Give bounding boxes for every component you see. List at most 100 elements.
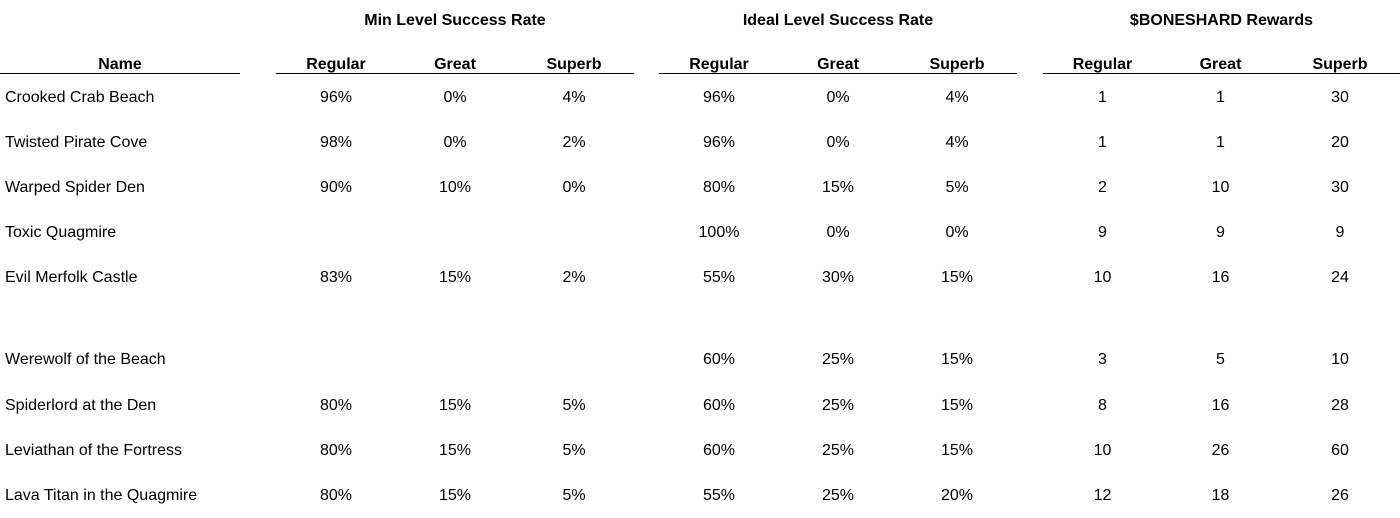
cell-rewards-great: 9	[1216, 224, 1225, 241]
cell-ideal-great: 25%	[821, 351, 855, 368]
cell-ideal-regular: 96%	[702, 134, 736, 151]
cell-min-regular: 83%	[319, 269, 353, 286]
cell-min-great: 15%	[438, 269, 472, 286]
cell-min-superb: 2%	[562, 269, 586, 286]
cell-rewards-great: 5	[1216, 351, 1225, 368]
header-min-superb: Superb	[546, 56, 602, 73]
cell-ideal-great: 25%	[821, 397, 855, 414]
cell-rewards-superb: 10	[1331, 351, 1349, 368]
header-rewards-regular: Regular	[1072, 56, 1133, 73]
cell-ideal-regular: 55%	[702, 487, 736, 504]
table-row: Toxic Quagmire 100% 0% 0% 9 9 9	[0, 222, 1400, 244]
cell-ideal-superb: 15%	[940, 351, 974, 368]
cell-name: Spiderlord at the Den	[5, 397, 157, 414]
cell-min-great: 15%	[438, 397, 472, 414]
cell-min-regular: 80%	[319, 397, 353, 414]
cell-ideal-regular: 60%	[702, 351, 736, 368]
cell-min-regular: 90%	[319, 179, 353, 196]
cell-name: Toxic Quagmire	[5, 224, 117, 241]
cell-min-great	[395, 349, 515, 371]
cell-rewards-regular: 12	[1093, 487, 1112, 504]
cell-ideal-superb: 20%	[940, 487, 974, 504]
cell-ideal-superb: 15%	[940, 442, 974, 459]
cell-ideal-superb: 4%	[945, 89, 969, 106]
cell-name: Lava Titan in the Quagmire	[5, 487, 198, 504]
cell-ideal-superb: 15%	[940, 397, 974, 414]
table-row: Evil Merfolk Castle 83% 15% 2% 55% 30% 15% 10 16…	[0, 267, 1400, 289]
group-title-rewards: $BONESHARD Rewards	[1129, 12, 1314, 29]
cell-ideal-regular: 80%	[702, 179, 736, 196]
cell-ideal-regular: 60%	[702, 397, 736, 414]
cell-min-superb: 5%	[562, 397, 586, 414]
header-ideal-regular: Regular	[689, 56, 749, 73]
cell-rewards-great: 16	[1211, 397, 1230, 414]
cell-name: Werewolf of the Beach	[5, 351, 166, 368]
table-row: Crooked Crab Beach 96% 0% 4% 96% 0% 4% 1 1 30	[0, 87, 1400, 109]
cell-ideal-regular: 60%	[702, 442, 736, 459]
cell-rewards-superb: 9	[1335, 224, 1345, 241]
cell-ideal-regular: 96%	[702, 89, 736, 106]
cell-ideal-great: 25%	[821, 487, 855, 504]
cell-name: Crooked Crab Beach	[5, 89, 155, 106]
table-row: Werewolf of the Beach 60% 25% 15% 3 5 10	[0, 349, 1400, 371]
cell-ideal-great: 0%	[826, 89, 850, 106]
cell-rewards-great: 10	[1211, 179, 1230, 196]
header-rule-min-level	[276, 73, 634, 74]
cell-min-great: 0%	[443, 89, 467, 106]
header-ideal-superb: Superb	[929, 56, 985, 73]
cell-min-regular: 80%	[319, 487, 353, 504]
cell-ideal-superb: 4%	[945, 134, 969, 151]
cell-rewards-regular: 9	[1098, 224, 1107, 241]
cell-ideal-superb: 15%	[940, 269, 974, 286]
cell-rewards-regular: 10	[1093, 442, 1112, 459]
cell-min-superb	[514, 222, 634, 244]
cell-min-superb: 2%	[562, 134, 586, 151]
cell-rewards-superb: 30	[1331, 89, 1349, 106]
cell-rewards-great: 26	[1211, 442, 1230, 459]
cell-rewards-great: 1	[1216, 134, 1225, 151]
cell-min-regular: 96%	[319, 89, 353, 106]
cell-ideal-superb: 5%	[945, 179, 969, 196]
table-row: Warped Spider Den 90% 10% 0% 80% 15% 5% 2 10 30	[0, 177, 1400, 199]
cell-min-superb: 5%	[562, 487, 586, 504]
cell-min-superb: 5%	[562, 442, 586, 459]
cell-ideal-great: 0%	[826, 224, 850, 241]
cell-min-superb: 4%	[562, 89, 586, 106]
table-row: Twisted Pirate Cove 98% 0% 2% 96% 0% 4% 1 1 20	[0, 132, 1400, 154]
table-row: Spiderlord at the Den 80% 15% 5% 60% 25% 15% 8 1…	[0, 395, 1400, 417]
cell-name: Warped Spider Den	[5, 179, 145, 196]
cell-min-regular: 98%	[319, 134, 353, 151]
cell-rewards-regular: 2	[1098, 179, 1107, 196]
cell-min-superb	[514, 349, 634, 371]
cell-min-regular	[276, 222, 396, 244]
table-row: Lava Titan in the Quagmire 80% 15% 5% 55% 25%…	[0, 485, 1400, 507]
cell-rewards-great: 18	[1211, 487, 1230, 504]
header-rule-ideal-level	[659, 73, 1017, 74]
cell-rewards-superb: 24	[1331, 269, 1349, 286]
cell-min-superb: 0%	[562, 179, 586, 196]
cell-ideal-great: 0%	[826, 134, 850, 151]
header-name: Name	[98, 56, 142, 73]
header-rewards-great: Great	[1199, 56, 1242, 73]
table-row: Leviathan of the Fortress 80% 15% 5% 60% 25% 1…	[0, 440, 1400, 462]
cell-ideal-regular: 100%	[698, 224, 740, 241]
cell-min-regular	[276, 349, 396, 371]
header-rewards-superb: Superb	[1312, 56, 1368, 73]
cell-rewards-great: 16	[1211, 269, 1230, 286]
header-min-regular: Regular	[306, 56, 366, 73]
cell-ideal-superb: 0%	[945, 224, 969, 241]
cell-min-regular: 80%	[319, 442, 353, 459]
cell-min-great	[395, 222, 515, 244]
header-rule-rewards	[1043, 73, 1400, 74]
header-ideal-great: Great	[817, 56, 859, 73]
cell-name: Leviathan of the Fortress	[5, 442, 182, 459]
cell-ideal-regular: 55%	[702, 269, 736, 286]
cell-rewards-great: 1	[1216, 89, 1225, 106]
cell-min-great: 15%	[438, 487, 472, 504]
group-title-ideal-level: Ideal Level Success Rate	[742, 12, 934, 29]
cell-rewards-superb: 20	[1331, 134, 1349, 151]
cell-rewards-regular: 1	[1098, 134, 1107, 151]
cell-ideal-great: 15%	[821, 179, 855, 196]
cell-rewards-regular: 10	[1093, 269, 1112, 286]
